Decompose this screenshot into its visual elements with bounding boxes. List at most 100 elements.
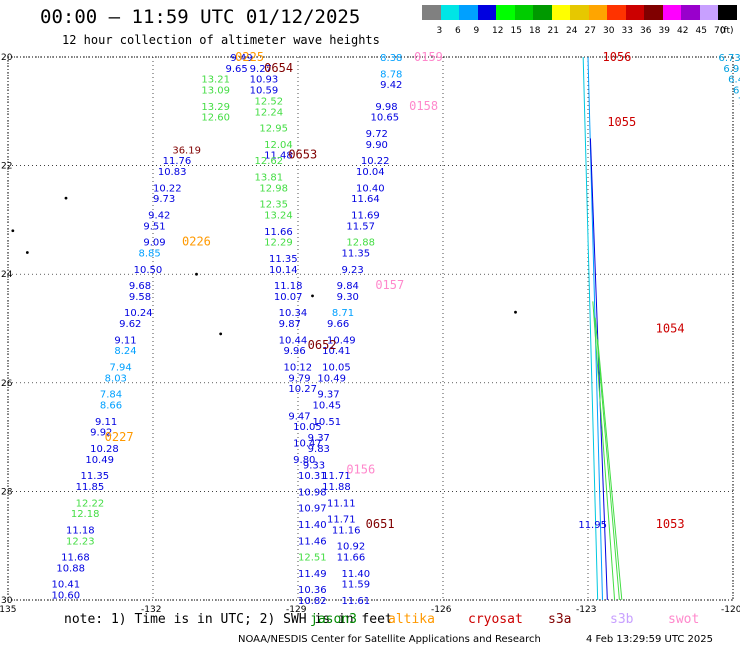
pass-time-label: 1054	[656, 322, 685, 336]
island-dot	[219, 332, 223, 336]
footer-credit: NOAA/NESDIS Center for Satellite Applica…	[238, 634, 541, 645]
pass-time-label: 0226	[182, 235, 211, 249]
satellite-legend-item: cryosat	[468, 612, 523, 627]
lon-tick-label: -126	[431, 605, 452, 615]
wave-height-value: 11.69	[351, 210, 380, 221]
wave-height-value: 36.19	[172, 145, 201, 156]
wave-height-value: 6.47	[728, 75, 740, 86]
satellite-legend-item: altika	[388, 612, 435, 627]
wave-height-value: 10.24	[124, 308, 153, 319]
wave-height-value: 12.35	[259, 200, 288, 211]
wave-height-value: 11.95	[578, 520, 607, 531]
wave-height-value: 11.57	[346, 221, 375, 232]
island-dot	[64, 196, 68, 200]
color-swatch	[422, 5, 441, 20]
pass-time-label: 0654	[264, 61, 293, 75]
wave-height-value: 9.42	[380, 80, 402, 91]
wave-height-value: 12.95	[259, 124, 288, 135]
color-swatch	[477, 5, 496, 20]
pass-time-label: 0227	[105, 430, 134, 444]
color-swatch	[533, 5, 552, 20]
wave-height-value: 9.65	[226, 64, 248, 75]
wave-height-value: 8.71	[332, 308, 354, 319]
wave-height-value: 9.84	[337, 281, 359, 292]
wave-height-value: 13.81	[255, 172, 284, 183]
wave-height-value: 9.87	[279, 319, 301, 330]
lat-tick-label: 22	[1, 162, 12, 172]
lon-tick-label: -123	[576, 605, 596, 615]
wave-height-value: 8.24	[114, 346, 136, 357]
wave-height-value: 7.94	[110, 363, 132, 374]
pass-time-label: 1055	[607, 115, 636, 129]
wave-height-value: 9.58	[129, 292, 151, 303]
wave-height-value: 10.47	[293, 439, 322, 450]
wave-height-value: 10.88	[56, 563, 85, 574]
wave-height-value: 12.52	[255, 96, 284, 107]
color-scale-label: 42	[677, 26, 689, 36]
color-swatch	[570, 5, 589, 20]
map-frame	[7, 56, 734, 601]
color-swatch	[625, 5, 644, 20]
satellite-legend-item: jason3	[310, 612, 357, 627]
wave-height-value: 9.23	[342, 265, 364, 276]
wave-height-value: 11.11	[327, 498, 356, 509]
wave-height-value: 6.73	[719, 53, 740, 64]
wave-height-value: 10.49	[317, 373, 346, 384]
wave-height-value: 11.49	[298, 569, 327, 580]
wave-height-value: 10.50	[134, 265, 163, 276]
wave-height-value: 10.27	[288, 384, 317, 395]
color-scale-label: 9	[473, 26, 480, 36]
pass-time-label: 0158	[409, 99, 438, 113]
wave-height-value: 9.92	[90, 428, 112, 439]
wave-height-value: 12.60	[201, 113, 230, 124]
wave-height-value: 9.11	[95, 417, 117, 428]
wave-height-value: 10.41	[52, 580, 81, 591]
color-scale-label: 27	[584, 26, 596, 36]
lat-tick-label: 28	[1, 487, 13, 497]
wave-height-value: 9.09	[143, 238, 165, 249]
wave-height-value: 7.06	[738, 96, 740, 107]
wave-height-value: 11.48	[264, 151, 293, 162]
lon-tick-label: -135	[0, 605, 16, 615]
color-swatch	[662, 5, 681, 20]
wave-height-value: 12.04	[264, 140, 293, 151]
wave-height-value: 11.46	[298, 536, 327, 547]
color-swatch	[718, 5, 737, 20]
color-swatch	[644, 5, 663, 20]
wave-height-value: 11.61	[342, 596, 371, 607]
wave-height-value: 11.71	[322, 471, 351, 482]
color-swatch	[459, 5, 478, 20]
lat-tick-label: 30	[1, 596, 13, 606]
wave-height-value: 11.66	[264, 227, 293, 238]
wave-height-value: 10.65	[371, 113, 400, 124]
wave-height-value: 11.71	[327, 515, 356, 526]
wave-height-value: 9.79	[288, 373, 310, 384]
wave-height-value: 9.49	[230, 53, 252, 64]
color-scale-label: 45	[695, 26, 707, 36]
color-swatch	[496, 5, 515, 20]
wave-height-value: 10.60	[52, 591, 81, 602]
wave-height-value: 8.38	[380, 53, 402, 64]
wave-height-value: 10.12	[284, 363, 313, 374]
wave-height-value: 9.42	[148, 210, 170, 221]
color-swatch	[699, 5, 718, 20]
wave-height-value: 9.47	[288, 411, 310, 422]
wave-height-value: 10.34	[279, 308, 308, 319]
pass-time-label: 1056	[603, 50, 632, 64]
wave-height-value: 12.62	[255, 156, 284, 167]
wave-height-value: 12.23	[66, 536, 95, 547]
wave-height-value: 6.65	[733, 86, 740, 97]
color-scale-label: 70	[714, 26, 726, 36]
satellite-track	[582, 56, 599, 601]
wave-height-value: 8.85	[139, 248, 161, 259]
wave-height-value: 11.35	[81, 471, 110, 482]
island-dot	[195, 272, 198, 276]
lon-tick-label: -120	[721, 605, 740, 615]
satellite-legend-item: s3b	[610, 612, 634, 627]
wave-height-value: 10.05	[322, 363, 351, 374]
wave-height-value: 10.83	[158, 167, 187, 178]
color-scale-label: 15	[510, 26, 522, 36]
wave-height-value: 10.59	[250, 86, 279, 97]
color-scale-label: 39	[658, 26, 670, 36]
footer-date: 4 Feb 13:29:59 UTC 2025	[586, 634, 713, 645]
